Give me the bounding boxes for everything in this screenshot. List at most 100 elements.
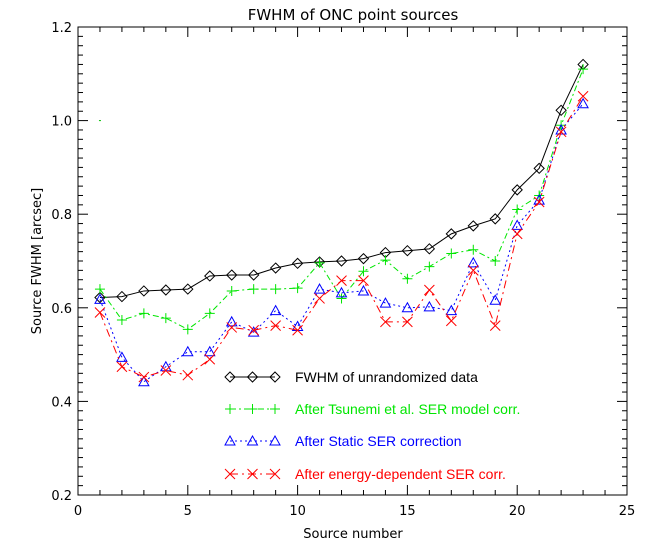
series-line: [99, 96, 584, 378]
x-axis-label: Source number: [303, 527, 403, 542]
data-point: [204, 353, 216, 365]
data-point: [445, 228, 458, 240]
data-point: [380, 255, 391, 266]
legend-item-3: After Static SER correction: [224, 433, 462, 449]
data-point: [468, 244, 479, 255]
data-point: [423, 300, 436, 312]
data-point: [116, 351, 128, 362]
legend-item-1: FWHM of unrandomized data: [224, 369, 478, 385]
y-tick-label: 0.8: [51, 208, 72, 223]
data-point: [313, 283, 326, 294]
data-point: [357, 252, 370, 265]
data-point: [533, 196, 545, 208]
data-point: [335, 255, 348, 267]
legend-label: After Tsunemi et al. SER model corr.: [295, 401, 520, 417]
data-point: [424, 261, 435, 272]
series-line: [99, 103, 584, 383]
legend-item-4: After energy-dependent SER corr.: [224, 466, 506, 482]
data-point: [402, 316, 413, 328]
data-point: [423, 243, 436, 255]
legend-marker: [225, 404, 235, 414]
legend-label: After energy-dependent SER corr.: [295, 466, 506, 482]
y-tick-label: 1.0: [51, 115, 72, 130]
data-point: [116, 314, 127, 325]
data-point: [160, 284, 172, 296]
y-tick-label: 0.2: [51, 489, 72, 504]
data-point: [358, 275, 369, 287]
legend-marker: [269, 468, 281, 480]
x-tick-label: 15: [399, 504, 416, 519]
y-tick-label: 1.2: [51, 21, 72, 36]
data-point: [94, 293, 106, 304]
data-point: [226, 269, 238, 281]
legend-marker: [246, 434, 259, 446]
data-point: [578, 64, 589, 75]
series-2: [94, 64, 589, 335]
data-point: [555, 104, 567, 117]
data-point: [160, 313, 171, 324]
legend-marker: [224, 371, 236, 383]
data-point: [291, 257, 304, 270]
data-point: [292, 324, 303, 336]
data-point: [138, 285, 150, 297]
data-point: [225, 315, 238, 327]
data-point: [269, 262, 282, 274]
series-4: [94, 90, 589, 383]
y-tick-label: 0.6: [51, 302, 72, 317]
legend-label: After Static SER correction: [295, 433, 462, 449]
legend-marker: [224, 468, 236, 480]
data-point: [511, 219, 524, 230]
x-tick-label: 20: [509, 504, 526, 519]
data-point: [182, 283, 194, 295]
legend-label: FWHM of unrandomized data: [295, 369, 478, 385]
data-point: [358, 266, 369, 277]
data-point: [489, 213, 501, 225]
data-point: [138, 371, 150, 383]
data-point: [247, 269, 260, 281]
legend-marker: [270, 404, 280, 414]
data-point: [270, 320, 281, 331]
data-point: [379, 297, 392, 308]
data-point: [248, 324, 260, 336]
data-point: [116, 290, 128, 303]
data-point: [577, 90, 589, 102]
x-tick-label: 0: [74, 504, 82, 519]
series-line: [99, 64, 584, 299]
legend-marker: [246, 371, 259, 383]
x-tick-label: 25: [619, 504, 636, 519]
series-1: [94, 58, 589, 304]
data-point: [204, 308, 215, 319]
series-3: [94, 97, 589, 387]
data-point: [511, 228, 523, 240]
data-point: [226, 322, 238, 333]
data-point: [94, 284, 105, 295]
x-tick-label: 5: [184, 504, 192, 519]
legend-marker: [269, 434, 281, 446]
data-point: [247, 326, 260, 337]
data-point: [555, 126, 567, 138]
data-point: [489, 294, 502, 305]
data-point: [467, 256, 480, 268]
data-point: [248, 284, 259, 295]
data-point: [160, 365, 172, 376]
legend-marker: [224, 434, 236, 446]
data-point: [314, 293, 325, 304]
data-point: [138, 308, 149, 319]
data-point: [335, 286, 348, 298]
chart-title: FWHM of ONC point sources: [248, 6, 459, 24]
data-point: [138, 375, 150, 387]
data-point: [533, 162, 545, 175]
data-point: [446, 248, 457, 259]
data-point: [94, 307, 106, 318]
data-point: [489, 320, 501, 331]
series-line: [99, 68, 584, 330]
data-point: [204, 270, 216, 282]
y-axis-label: Source FWHM [arcsec]: [30, 188, 45, 334]
data-point: [577, 97, 589, 109]
data-point: [182, 324, 193, 335]
data-point: [292, 283, 303, 294]
legend-item-2: After Tsunemi et al. SER model corr.: [225, 401, 520, 417]
data-point: [182, 369, 194, 381]
data-point: [314, 257, 325, 268]
